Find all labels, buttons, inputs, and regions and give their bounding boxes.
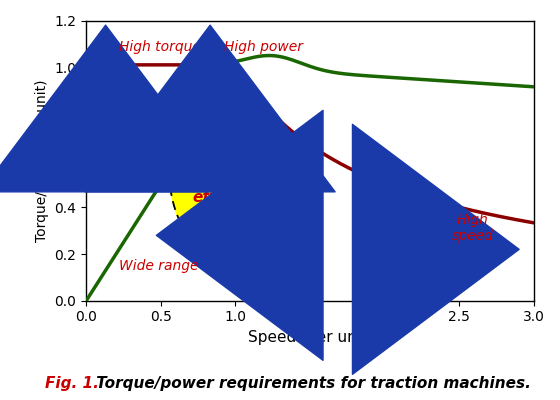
Text: Torque/power requirements for traction machines.: Torque/power requirements for traction m… bbox=[91, 376, 530, 391]
Polygon shape bbox=[170, 100, 281, 261]
X-axis label: Speed (per unit): Speed (per unit) bbox=[248, 330, 372, 345]
Text: Wide range: Wide range bbox=[119, 259, 199, 273]
Text: High
speed: High speed bbox=[452, 213, 494, 244]
Y-axis label: Torque/Power (per unit): Torque/Power (per unit) bbox=[35, 79, 49, 242]
Text: Fig. 1.: Fig. 1. bbox=[45, 376, 99, 391]
Text: High power: High power bbox=[223, 40, 302, 54]
Text: High
efficiency: High efficiency bbox=[192, 172, 276, 205]
Text: High torque: High torque bbox=[119, 40, 201, 54]
